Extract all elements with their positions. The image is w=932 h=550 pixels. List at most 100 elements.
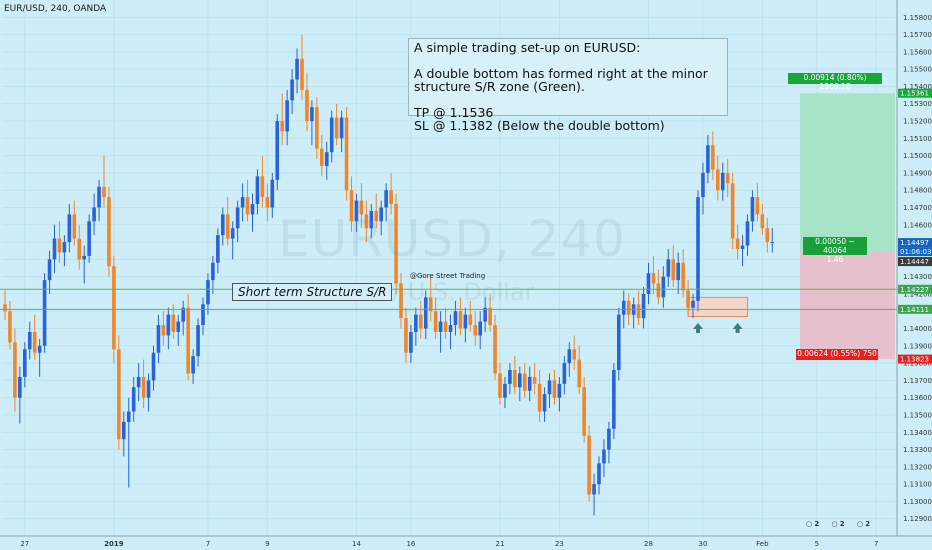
candle-body (349, 190, 354, 222)
price-tag-bg (898, 257, 932, 267)
candle-body (478, 321, 482, 336)
sr-zone-label[interactable]: Short term Structure S/R (232, 283, 393, 301)
candle-body (310, 107, 314, 122)
price-tag-bg (898, 304, 932, 314)
candle-body (423, 297, 428, 329)
candle-body (270, 179, 275, 208)
time-tick-label: Feb (756, 540, 769, 548)
candle-body (77, 238, 82, 260)
candle-body (260, 176, 265, 198)
candle-body (681, 262, 685, 291)
candle-body (453, 311, 458, 326)
candle-body (235, 207, 240, 229)
position-summary[interactable]: 0.00050 ~ 40064 1.46 (803, 237, 867, 264)
time-tick-label: 30 (698, 540, 707, 548)
candle-series (3, 34, 775, 516)
price-tag: 1.14497 (898, 238, 932, 248)
time-tick-label: 23 (555, 540, 564, 548)
candle-body (151, 352, 156, 381)
price-tag-bg (898, 247, 932, 257)
time-tick-label: 7 (206, 540, 210, 548)
candle-body (498, 373, 502, 398)
candle-body (701, 172, 705, 198)
candle-body (196, 325, 200, 357)
comment-icon[interactable]: ○ 2 (806, 520, 820, 528)
candle-body (765, 228, 770, 243)
candle-body (641, 293, 646, 319)
share-icon[interactable]: ○ 2 (831, 520, 845, 528)
price-tick-label: 1.15400 (903, 83, 932, 91)
candle-body (656, 283, 661, 298)
price-tag-text: 1.14497 (900, 239, 929, 247)
candle-body (102, 186, 106, 198)
candle-body (240, 197, 245, 208)
candle-body (324, 152, 329, 166)
time-tick-label: 14 (352, 540, 361, 548)
candle-body (67, 214, 72, 243)
candle-body (666, 259, 671, 277)
price-tick-label: 1.14900 (903, 169, 932, 177)
candle-body (597, 463, 601, 485)
candle-body (161, 325, 166, 336)
candle-body (369, 210, 374, 229)
candle-body (32, 331, 37, 353)
candle-body (730, 183, 735, 239)
time-tick-label: 16 (406, 540, 415, 548)
watermark-symbol: EURUSD, 240 (278, 210, 626, 268)
candle-body (339, 117, 344, 139)
price-tag-text: 1.13823 (900, 356, 929, 364)
price-tick-label: 1.14200 (903, 290, 932, 298)
candle-body (755, 197, 760, 215)
candle-body (602, 449, 606, 464)
candle-body (488, 307, 492, 326)
price-tick-label: 1.15600 (903, 48, 932, 56)
price-tag: 01:06:03 (898, 247, 932, 257)
candle-body (364, 214, 369, 229)
candle-body (225, 214, 230, 239)
time-axis[interactable]: 27 2019 7 9 14 16 21 23 28 30 Feb 5 7 (20, 540, 878, 548)
candle-body (359, 200, 364, 215)
take-profit-zone (800, 93, 895, 252)
candle-body (433, 311, 438, 332)
candle-body (711, 145, 715, 170)
price-tags: 1.153611.1449701:06:031.144471.142271.14… (898, 88, 932, 364)
candle-body (146, 380, 151, 398)
price-tick-label: 1.13700 (903, 377, 932, 385)
candle-body (97, 186, 101, 208)
candle-body (438, 321, 443, 332)
price-tick-label: 1.13300 (903, 446, 932, 454)
candle-body (280, 121, 284, 132)
candle-body (572, 349, 577, 360)
candle-body (3, 304, 7, 312)
candle-body (166, 314, 171, 336)
candle-body (696, 197, 700, 301)
double-bottom-markers (693, 323, 743, 334)
price-tag-text: 01:06:03 (900, 248, 931, 256)
price-tick-label: 1.15300 (903, 100, 932, 108)
price-tick-label: 1.13400 (903, 429, 932, 437)
arrow-up-icon (693, 323, 703, 334)
candle-body (577, 359, 581, 388)
candle-body (315, 107, 319, 149)
candle-body (122, 421, 126, 440)
bottom-social-icons[interactable]: ○ 2 ○ 2 ○ 2 (806, 520, 880, 528)
price-tick-label: 1.14000 (903, 325, 932, 333)
like-icon[interactable]: ○ 2 (856, 520, 871, 528)
take-profit-label[interactable]: 0.00914 (0.80%) 1366.18 (788, 73, 882, 91)
candle-body (537, 383, 542, 412)
candle-body (651, 273, 656, 284)
candle-body (290, 79, 294, 101)
candle-body (221, 214, 225, 236)
candle-body (636, 304, 641, 319)
setup-note[interactable]: A simple trading set-up on EURUSD: A dou… (408, 38, 728, 132)
time-tick-label: 7 (874, 540, 878, 548)
candle-body (52, 238, 57, 260)
candle-body (612, 370, 616, 429)
price-tick-label: 1.14600 (903, 221, 932, 229)
stop-loss-label[interactable]: 0.00624 (0.55%) 750 (796, 349, 878, 360)
candle-body (735, 238, 740, 249)
candle-body (646, 273, 651, 294)
candle-body (37, 345, 42, 353)
candle-body (770, 242, 775, 244)
grid-lines (2, 0, 895, 536)
